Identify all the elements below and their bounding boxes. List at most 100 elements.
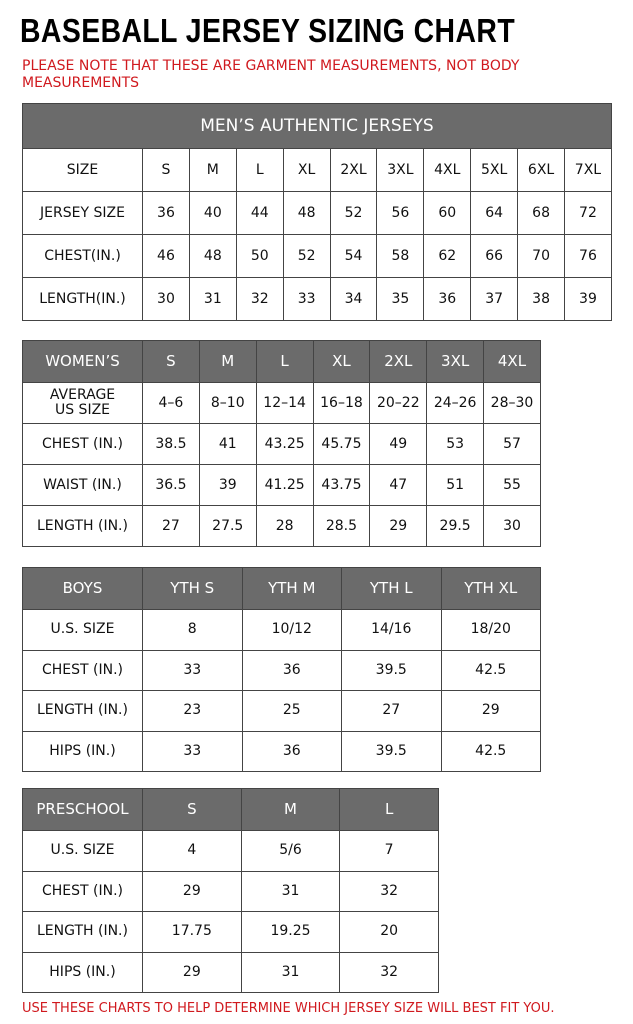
column-header: M — [241, 789, 341, 831]
table-cell: 18/20 — [441, 610, 541, 651]
table-cell: 39 — [199, 465, 257, 506]
row-label: U.S. SIZE — [23, 610, 143, 651]
table-cell: L — [236, 149, 284, 192]
table-cell: 42.5 — [441, 650, 541, 691]
column-header: L — [256, 341, 314, 383]
table-cell: 31 — [241, 952, 341, 993]
table-cell: 55 — [484, 465, 541, 506]
table-cell: 36 — [242, 650, 342, 691]
table-cell: 36 — [143, 192, 190, 235]
table-cell: 49 — [370, 424, 428, 465]
table-cell: S — [143, 149, 190, 192]
table-cell: 29 — [143, 952, 242, 993]
table-cell: 64 — [471, 192, 519, 235]
table-cell: 39 — [565, 278, 612, 321]
table-cell: 46 — [143, 235, 190, 278]
table-cell: 35 — [377, 278, 425, 321]
column-header: YTH XL — [441, 568, 541, 610]
table-cell: 36 — [242, 731, 342, 772]
table-cell: 29 — [143, 871, 242, 912]
table-cell: 31 — [241, 871, 341, 912]
column-header: 2XL — [370, 341, 428, 383]
column-header: 4XL — [484, 341, 541, 383]
table-cell: 28 — [256, 506, 314, 547]
row-label: U.S. SIZE — [23, 831, 143, 872]
size-table: MEN’S AUTHENTIC JERSEYS SIZE S M L XL 2XL 3XL 4X… — [22, 103, 612, 321]
table-cell: 29 — [370, 506, 428, 547]
table-cell: 34 — [330, 278, 378, 321]
table-cell: 4–6 — [143, 383, 200, 424]
column-header: BOYS — [23, 568, 143, 610]
table-cell: 36.5 — [143, 465, 200, 506]
table-cell: 72 — [565, 192, 612, 235]
table-cell: 51 — [427, 465, 485, 506]
table-cell: 4 — [143, 831, 242, 872]
table-cell: 32 — [340, 952, 439, 993]
column-header: YTH S — [143, 568, 243, 610]
table-cell: 54 — [330, 235, 378, 278]
row-label: SIZE — [23, 149, 143, 192]
size-table: WOMEN’S S M L XL 2XL 3XL 4XL AVERAGE US SIZE 4–6 8… — [22, 340, 541, 547]
table-cell: 32 — [340, 871, 439, 912]
table-cell: 42.5 — [441, 731, 541, 772]
column-header: S — [143, 341, 200, 383]
table-cell: 33 — [143, 731, 243, 772]
table-cell: 8–10 — [199, 383, 257, 424]
page-title: BASEBALL JERSEY SIZING CHART — [20, 12, 516, 49]
column-header: YTH L — [342, 568, 442, 610]
table-cell: 39.5 — [342, 650, 442, 691]
table-cell: 20 — [340, 912, 439, 953]
note: PLEASE NOTE THAT THESE ARE GARMENT MEASU… — [22, 58, 520, 91]
table-cell: 39.5 — [342, 731, 442, 772]
table-cell: 28–30 — [484, 383, 541, 424]
table-cell: 48 — [283, 192, 331, 235]
row-label: JERSEY SIZE — [23, 192, 143, 235]
row-label: LENGTH (IN.) — [23, 912, 143, 953]
table-cell: 30 — [143, 278, 190, 321]
table-cell: 36 — [424, 278, 472, 321]
size-table: PRESCHOOL S M L U.S. SIZE 4 5/6 7 CHEST (IN.) 29 3… — [22, 788, 439, 993]
table-cell: 8 — [143, 610, 243, 651]
table-cell: 76 — [565, 235, 612, 278]
table-cell: 5XL — [471, 149, 519, 192]
row-label: CHEST (IN.) — [23, 650, 143, 691]
row-label: LENGTH (IN.) — [23, 506, 143, 547]
row-label: LENGTH (IN.) — [23, 691, 143, 732]
table-cell: 50 — [236, 235, 284, 278]
table-cell: 19.25 — [241, 912, 341, 953]
table-cell: 33 — [283, 278, 331, 321]
row-label: AVERAGE US SIZE — [23, 383, 143, 424]
table-cell: 38.5 — [143, 424, 200, 465]
row-label: CHEST (IN.) — [23, 871, 143, 912]
row-label: LENGTH(IN.) — [23, 278, 143, 321]
column-header: YTH M — [242, 568, 342, 610]
table-cell: 6XL — [518, 149, 566, 192]
table-cell: 25 — [242, 691, 342, 732]
table-cell: 10/12 — [242, 610, 342, 651]
table-cell: 37 — [471, 278, 519, 321]
column-header: PRESCHOOL — [23, 789, 143, 831]
table-cell: 68 — [518, 192, 566, 235]
table-cell: 3XL — [377, 149, 425, 192]
table-cell: 57 — [484, 424, 541, 465]
column-header: M — [199, 341, 257, 383]
row-label: HIPS (IN.) — [23, 731, 143, 772]
table-cell: 14/16 — [342, 610, 442, 651]
table-cell: 20–22 — [370, 383, 428, 424]
table-cell: 31 — [189, 278, 237, 321]
table-cell: 58 — [377, 235, 425, 278]
table-cell: 7 — [340, 831, 439, 872]
table-cell: 2XL — [330, 149, 378, 192]
table-cell: 56 — [377, 192, 425, 235]
row-label: WAIST (IN.) — [23, 465, 143, 506]
table-cell: 70 — [518, 235, 566, 278]
table-cell: 27.5 — [199, 506, 257, 547]
table-cell: 38 — [518, 278, 566, 321]
table-cell: 52 — [283, 235, 331, 278]
table-cell: 5/6 — [241, 831, 341, 872]
column-header: S — [143, 789, 242, 831]
table-cell: 48 — [189, 235, 237, 278]
table-cell: 7XL — [565, 149, 612, 192]
table-cell: 30 — [484, 506, 541, 547]
